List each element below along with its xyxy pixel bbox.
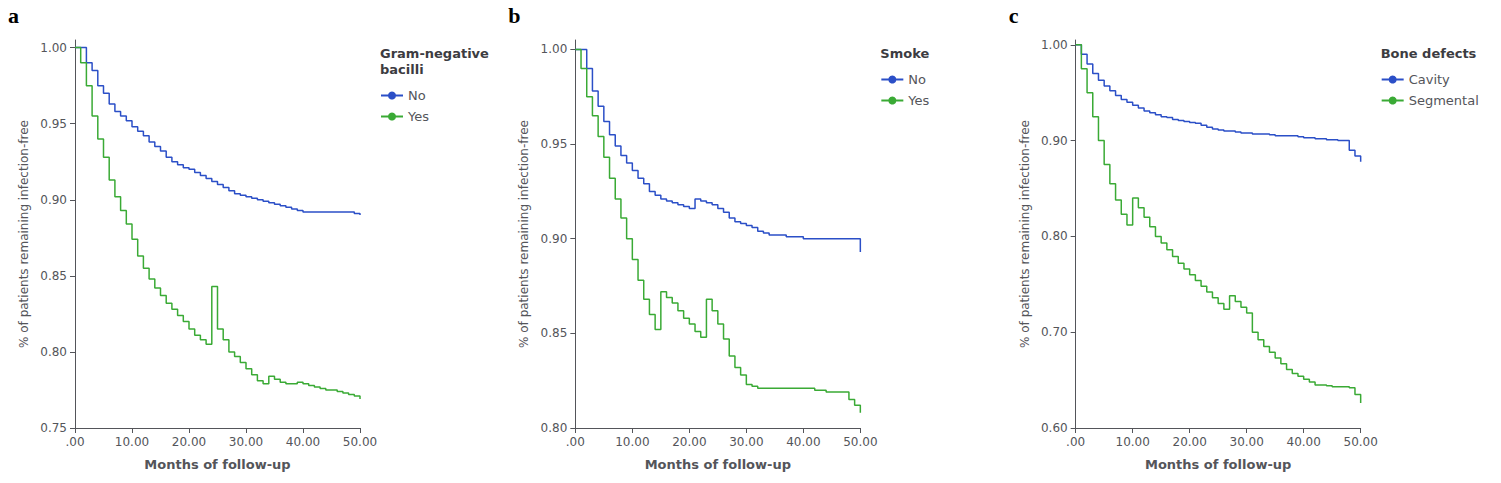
svg-text:a: a [8,3,19,28]
svg-text:0.90: 0.90 [1041,134,1068,148]
svg-text:0.90: 0.90 [40,193,67,207]
svg-text:0.85: 0.85 [541,326,568,340]
svg-text:b: b [508,3,520,28]
svg-text:Yes: Yes [907,93,929,108]
svg-text:0.80: 0.80 [1041,229,1068,243]
svg-text:20.00: 20.00 [172,435,206,449]
svg-text:30.00: 30.00 [229,435,263,449]
svg-text:Bone defects: Bone defects [1381,46,1477,61]
svg-text:.00: .00 [65,435,84,449]
svg-text:No: No [908,72,926,87]
svg-text:c: c [1009,3,1019,28]
svg-text:0.95: 0.95 [40,117,67,131]
svg-text:0.80: 0.80 [541,421,568,435]
svg-text:30.00: 30.00 [729,435,763,449]
svg-text:0.95: 0.95 [541,137,568,151]
svg-text:40.00: 40.00 [786,435,820,449]
svg-text:.00: .00 [1066,435,1085,449]
svg-text:bacilli: bacilli [380,62,424,77]
svg-text:Cavity: Cavity [1409,72,1450,87]
svg-text:20.00: 20.00 [1172,435,1206,449]
svg-text:% of patients remaining infect: % of patients remaining infection-free [517,120,531,348]
svg-text:0.70: 0.70 [1041,325,1068,339]
svg-text:40.00: 40.00 [1286,435,1320,449]
svg-text:Gram-negative: Gram-negative [380,46,489,61]
svg-text:1.00: 1.00 [1041,38,1068,52]
svg-text:30.00: 30.00 [1229,435,1263,449]
svg-text:.00: .00 [566,435,585,449]
svg-text:10.00: 10.00 [615,435,649,449]
svg-text:0.90: 0.90 [541,232,568,246]
svg-text:Months of follow-up: Months of follow-up [645,457,791,472]
svg-text:0.80: 0.80 [40,345,67,359]
svg-text:40.00: 40.00 [286,435,320,449]
svg-text:Months of follow-up: Months of follow-up [144,457,290,472]
svg-text:1.00: 1.00 [541,42,568,56]
svg-text:50.00: 50.00 [343,435,377,449]
svg-text:10.00: 10.00 [1115,435,1149,449]
svg-text:Segmental: Segmental [1409,93,1479,108]
svg-text:% of patients remaining infect: % of patients remaining infection-free [17,120,31,348]
svg-text:0.75: 0.75 [40,421,67,435]
svg-text:Yes: Yes [407,109,429,124]
svg-text:50.00: 50.00 [1343,435,1377,449]
svg-text:% of patients remaining infect: % of patients remaining infection-free [1018,120,1032,348]
svg-text:50.00: 50.00 [843,435,877,449]
svg-text:1.00: 1.00 [40,41,67,55]
svg-text:0.60: 0.60 [1041,421,1068,435]
svg-text:No: No [408,88,426,103]
svg-text:Months of follow-up: Months of follow-up [1145,457,1291,472]
svg-text:Smoke: Smoke [880,46,929,61]
svg-text:20.00: 20.00 [672,435,706,449]
svg-text:10.00: 10.00 [115,435,149,449]
svg-text:0.85: 0.85 [40,269,67,283]
